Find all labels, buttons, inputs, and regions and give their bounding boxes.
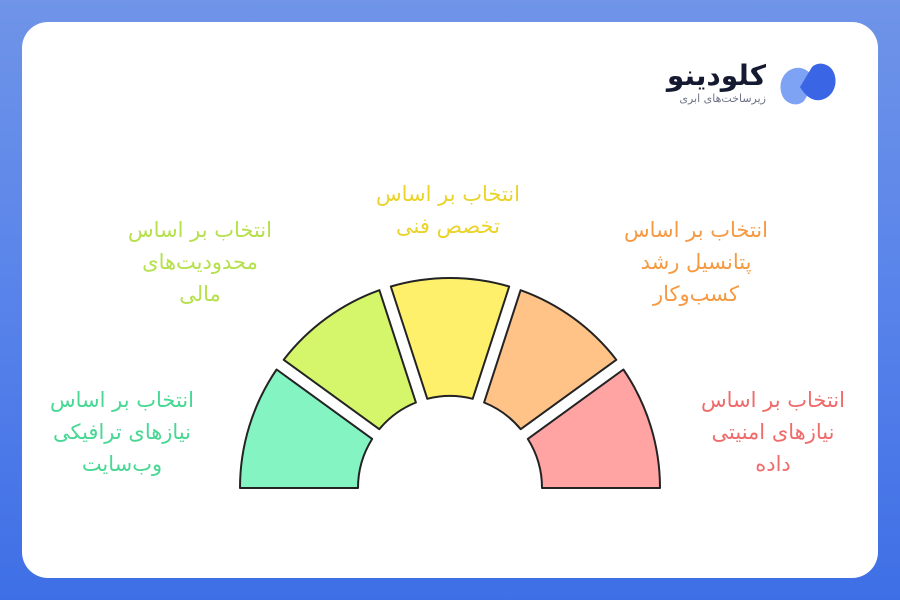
segment-label-line: داده [755, 452, 791, 476]
segment-label-line: کسب‌وکار [652, 282, 740, 306]
gauge-segment-1 [239, 368, 374, 489]
segment-label-5: انتخاب بر اساس نیازهای امنیتی داده [663, 384, 883, 480]
segment-label-line: انتخاب بر اساس [376, 182, 520, 206]
gauge-segment-2 [282, 289, 417, 431]
segment-label-line: پتانسیل رشد [640, 250, 752, 274]
segment-label-line: وب‌سایت [81, 452, 163, 476]
cloud-logo-icon [780, 63, 836, 105]
gauge-segment-5 [526, 368, 661, 489]
segment-label-line: نیازهای ترافیکی [52, 420, 192, 444]
brand-logo[interactable]: کلودینو زیرساخت‌های ابری [610, 48, 840, 118]
segment-label-line: انتخاب بر اساس [701, 388, 845, 412]
gauge-segment-4 [483, 289, 618, 431]
segment-label-line: مالی [179, 282, 221, 306]
gauge-segment-3 [389, 276, 511, 400]
segment-label-line: انتخاب بر اساس [50, 388, 194, 412]
segment-label-line: نیازهای امنیتی [711, 420, 835, 444]
segment-label-line: تخصص فنی [396, 214, 500, 238]
logo-text: کلودینو زیرساخت‌های ابری [667, 60, 766, 106]
segment-label-3: انتخاب بر اساس تخصص فنی [338, 178, 558, 242]
segment-label-line: انتخاب بر اساس [624, 218, 768, 242]
brand-tagline: زیرساخت‌های ابری [679, 92, 766, 105]
segment-label-line: انتخاب بر اساس [128, 218, 272, 242]
segment-label-2: انتخاب بر اساس محدودیت‌های مالی [90, 214, 310, 310]
segment-label-line: محدودیت‌های [142, 250, 258, 274]
brand-name: کلودینو [666, 59, 766, 92]
segment-label-4: انتخاب بر اساس پتانسیل رشد کسب‌وکار [586, 214, 806, 310]
segment-label-1: انتخاب بر اساس نیازهای ترافیکی وب‌سایت [12, 384, 232, 480]
